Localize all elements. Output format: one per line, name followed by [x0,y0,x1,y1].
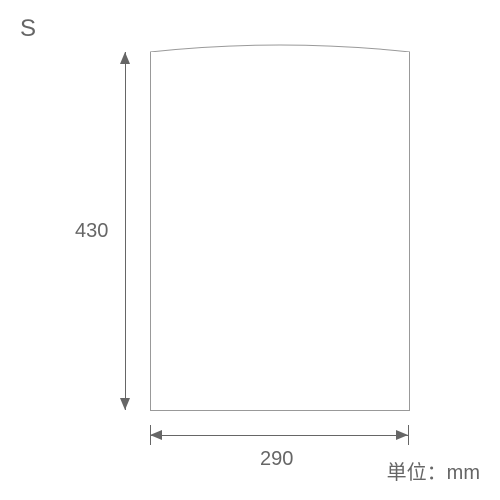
bag-shape [150,40,410,410]
unit-label: 単位：mm [387,456,480,485]
size-label: S [20,15,36,43]
height-value: 430 [75,220,108,243]
arrow-left-icon [150,430,162,440]
width-dimension-line [150,435,408,436]
width-value: 290 [260,448,293,471]
tick-right [408,425,409,445]
arrow-down-icon [120,398,130,410]
bag-body [150,52,410,411]
arrow-right-icon [396,430,408,440]
height-dimension-line [125,52,126,410]
arrow-up-icon [120,52,130,64]
diagram-container: 430 290 [70,30,430,450]
